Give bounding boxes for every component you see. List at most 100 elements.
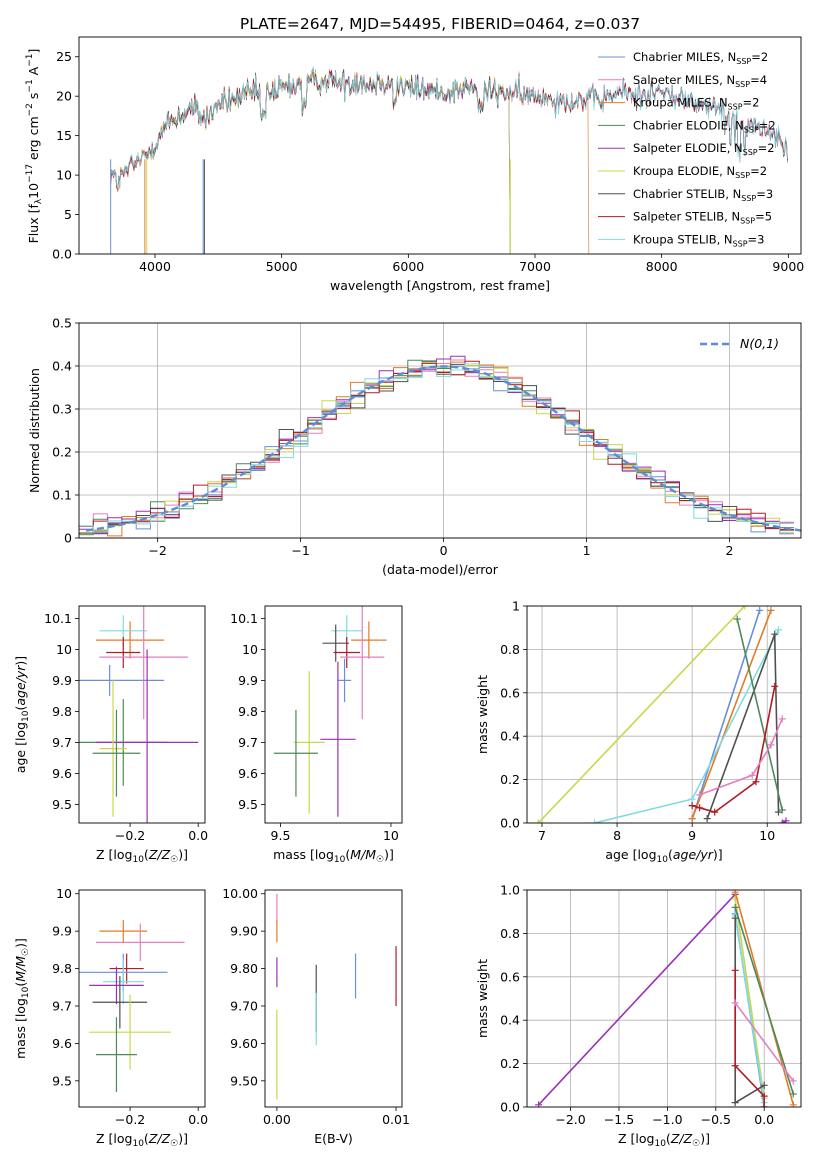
weight-vs-age-x-tick-label: 10 bbox=[759, 828, 775, 843]
weight-vs-Z-series-line bbox=[734, 1002, 794, 1082]
plot-layer: 4000 5000 6000 7000 8000 90000.0510152025wave… bbox=[13, 36, 804, 1149]
weight-vs-age-point-marker bbox=[711, 808, 719, 816]
weight-vs-age-point-marker bbox=[771, 630, 779, 638]
weight-vs-Z-x-tick-label: −2.0 bbox=[555, 1112, 585, 1127]
residuals-frame bbox=[78, 322, 802, 539]
mass-vs-Z-plot-area bbox=[79, 919, 185, 1093]
weight-vs-age-y-tick-label: 0.6 bbox=[500, 685, 520, 700]
mass-vs-Z-x-tick-label: −0.2 bbox=[115, 1112, 145, 1127]
residuals-x-tick-label: 1 bbox=[583, 543, 591, 558]
age-vs-mass-frame bbox=[264, 605, 403, 824]
spectrum-y-tick-label: 0.0 bbox=[52, 247, 72, 262]
age-vs-Z-x-tick-label: 0.0 bbox=[188, 828, 208, 843]
spectrum-y-tick-label: 25 bbox=[56, 49, 72, 64]
spectrum-legend-label: Chabrier MILES, NSSP=2 bbox=[633, 50, 768, 66]
spectrum-legend-label: Chabrier STELIB, NSSP=3 bbox=[633, 187, 773, 203]
mass-vs-EBV-y-tick-label: 10.00 bbox=[222, 886, 258, 901]
spectrum-legend-label: Kroupa STELIB, NSSP=3 bbox=[633, 232, 764, 248]
weight-vs-Z-point-marker bbox=[731, 890, 739, 896]
age-vs-mass-y-tick-label: 10.1 bbox=[230, 611, 258, 626]
weight-vs-age-series-line bbox=[691, 610, 761, 819]
residuals-histogram bbox=[79, 363, 794, 534]
weight-vs-age-y-tick-label: 0.2 bbox=[500, 772, 520, 787]
mass-vs-EBV-y-tick-label: 9.60 bbox=[230, 1036, 258, 1051]
mass-vs-EBV-y-tick-label: 9.70 bbox=[230, 998, 258, 1013]
spectrum-x-tick-label: 8000 bbox=[646, 259, 678, 274]
mass-vs-EBV-panel: 0.00 0.01 9.50 9.60 9.70 9.80 9.90 10.00 E(B-V) bbox=[222, 886, 410, 1146]
mass-vs-Z-y-tick-label: 9.9 bbox=[52, 924, 72, 939]
spectrum-legend-label: Salpeter STELIB, NSSP=5 bbox=[633, 210, 772, 226]
weight-vs-age-point-marker bbox=[767, 741, 775, 749]
weight-vs-age-panel: 7 8 9 10 0.0 0.2 0.4 0.6 0.8 1 age [log10(age/yr)]… bbox=[475, 599, 802, 865]
weight-vs-Z-y-axis-label: mass weight bbox=[475, 959, 490, 1038]
residuals-x-tick-label: 2 bbox=[726, 543, 734, 558]
residuals-x-axis-label: (data-model)/error bbox=[382, 562, 499, 577]
weight-vs-age-x-tick-label: 9 bbox=[688, 828, 696, 843]
mass-vs-EBV-x-tick-label: 0.01 bbox=[382, 1112, 410, 1127]
weight-vs-age-point-marker bbox=[741, 606, 749, 610]
residuals-y-tick-label: 0.5 bbox=[52, 316, 72, 331]
weight-vs-age-point-marker bbox=[733, 615, 741, 623]
age-vs-Z-y-axis-label: age [log10(age/yr)] bbox=[13, 656, 31, 773]
figure-title: PLATE=2647, MJD=54495, FIBERID=0464, z=0… bbox=[240, 15, 640, 33]
weight-vs-age-point-marker bbox=[688, 815, 696, 823]
mass-vs-EBV-frame bbox=[264, 889, 403, 1108]
weight-vs-Z-series-line bbox=[538, 893, 736, 1106]
mass-vs-Z-y-tick-label: 9.7 bbox=[52, 998, 72, 1013]
mass-vs-Z-x-axis-label: Z [log10(Z/Z☉)] bbox=[96, 1131, 188, 1149]
age-vs-mass-y-tick-label: 9.9 bbox=[238, 673, 258, 688]
residuals-y-tick-label: 0 bbox=[64, 531, 72, 546]
spectrum-legend-label: Salpeter ELODIE, NSSP=2 bbox=[633, 141, 775, 157]
age-vs-Z-panel: −0.2 0.0 9.5 9.6 9.7 9.8 9.9 10 10.1 Z [log10(Z/Z… bbox=[13, 605, 208, 865]
weight-vs-age-point-marker bbox=[696, 791, 704, 799]
mass-vs-EBV-y-tick-label: 9.90 bbox=[230, 924, 258, 939]
spectrum-y-tick-label: 20 bbox=[56, 89, 72, 104]
weight-vs-Z-y-tick-label: 1.0 bbox=[500, 883, 520, 898]
weight-vs-Z-point-marker bbox=[789, 1101, 797, 1107]
weight-vs-age-series-line bbox=[699, 718, 783, 796]
weight-vs-Z-point-marker bbox=[760, 1103, 768, 1107]
weight-vs-Z-y-tick-label: 0.2 bbox=[500, 1056, 520, 1071]
weight-vs-Z-point-marker bbox=[789, 1077, 797, 1085]
weight-vs-Z-x-tick-label: −1.0 bbox=[652, 1112, 682, 1127]
age-vs-Z-y-tick-label: 9.5 bbox=[52, 797, 72, 812]
residuals-plot-area bbox=[79, 355, 801, 537]
weight-vs-Z-point-marker bbox=[731, 1099, 739, 1107]
age-vs-mass-y-tick-label: 10 bbox=[242, 642, 258, 657]
age-vs-Z-y-tick-label: 9.6 bbox=[52, 766, 72, 781]
weight-vs-Z-panel: −2.0 −1.5 −1.0 −0.5 0.0 0.0 0.2 0.4 0.6 0.8 1.0 Z [… bbox=[475, 883, 802, 1149]
age-vs-Z-y-tick-label: 9.8 bbox=[52, 704, 72, 719]
weight-vs-Z-frame bbox=[526, 889, 802, 1108]
mass-vs-EBV-y-tick-label: 9.80 bbox=[230, 961, 258, 976]
mass-vs-Z-y-tick-label: 9.8 bbox=[52, 961, 72, 976]
age-vs-mass-y-tick-label: 9.6 bbox=[238, 766, 258, 781]
age-vs-Z-x-tick-label: −0.2 bbox=[115, 828, 145, 843]
weight-vs-age-series-line bbox=[691, 610, 772, 819]
weight-vs-age-y-tick-label: 0.4 bbox=[500, 729, 520, 744]
weight-vs-Z-x-tick-label: −0.5 bbox=[701, 1112, 731, 1127]
spectrum-x-tick-label: 4000 bbox=[139, 259, 171, 274]
residuals-y-tick-label: 0.3 bbox=[52, 402, 72, 417]
age-vs-mass-plot-area bbox=[273, 606, 387, 817]
weight-vs-Z-x-axis-label: Z [log10(Z/Z☉)] bbox=[618, 1131, 710, 1149]
mass-vs-Z-y-axis-label: mass [log10(M/M☉)] bbox=[13, 938, 31, 1059]
spectrum-legend-label: Salpeter MILES, NSSP=4 bbox=[633, 73, 767, 89]
age-vs-Z-x-axis-label: Z [log10(Z/Z☉)] bbox=[96, 847, 188, 865]
weight-vs-age-point-marker bbox=[767, 606, 775, 614]
spectrum-plot-area bbox=[110, 66, 788, 254]
mass-vs-EBV-plot-area bbox=[276, 893, 397, 1100]
residuals-y-tick-label: 0.4 bbox=[52, 359, 72, 374]
spectrum-x-tick-label: 6000 bbox=[392, 259, 424, 274]
weight-vs-age-point-marker bbox=[752, 778, 760, 786]
spectrum-y-tick-label: 15 bbox=[56, 128, 72, 143]
spectrum-x-tick-label: 5000 bbox=[266, 259, 298, 274]
residuals-normal-curve bbox=[85, 365, 801, 532]
age-vs-mass-panel: 9.5 10 9.5 9.6 9.7 9.8 9.9 10 10.1 mass [log10(M/… bbox=[230, 605, 403, 865]
weight-vs-Z-point-marker bbox=[789, 1090, 797, 1098]
weight-vs-age-point-marker bbox=[688, 795, 696, 803]
weight-vs-Z-series-line bbox=[734, 915, 765, 1103]
residuals-y-tick-label: 0.1 bbox=[52, 488, 72, 503]
spectrum-y-axis-label: Flux [fλ10−17 erg cm−2 s−1 A−1] bbox=[25, 49, 44, 244]
